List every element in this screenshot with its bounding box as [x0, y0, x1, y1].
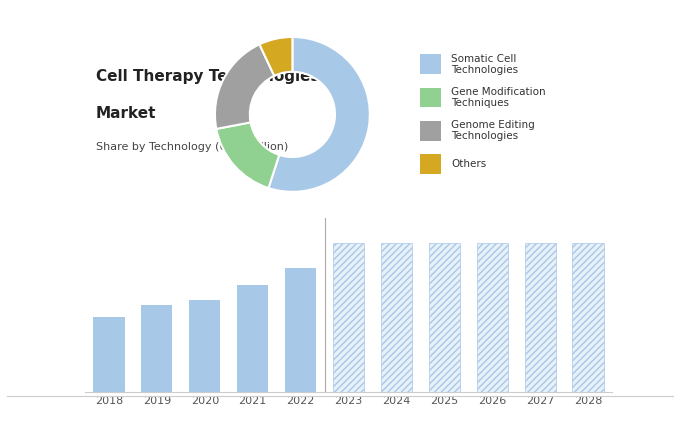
Wedge shape: [260, 37, 292, 76]
Wedge shape: [215, 44, 274, 129]
Text: Market: Market: [95, 106, 156, 121]
Bar: [573, 243, 604, 392]
Text: Gene Modification
Techniques: Gene Modification Techniques: [452, 87, 546, 108]
Bar: [381, 243, 412, 392]
Wedge shape: [216, 122, 279, 188]
Wedge shape: [269, 37, 370, 192]
Bar: [237, 285, 268, 392]
Bar: [477, 243, 508, 392]
FancyBboxPatch shape: [420, 154, 441, 174]
Text: Genome Editing
Technologies: Genome Editing Technologies: [452, 120, 535, 141]
FancyBboxPatch shape: [420, 121, 441, 141]
Bar: [93, 317, 124, 392]
Bar: [285, 268, 316, 392]
Text: Others: Others: [452, 159, 486, 169]
Bar: [141, 305, 173, 392]
FancyBboxPatch shape: [420, 55, 441, 74]
FancyBboxPatch shape: [420, 88, 441, 107]
Bar: [333, 243, 364, 392]
Bar: [429, 243, 460, 392]
Bar: [189, 300, 220, 392]
Text: Somatic Cell
Technologies: Somatic Cell Technologies: [452, 54, 518, 75]
Text: Share by Technology (USD million): Share by Technology (USD million): [95, 142, 288, 152]
Bar: [524, 243, 556, 392]
Text: Cell Therapy Technologies: Cell Therapy Technologies: [95, 70, 319, 84]
